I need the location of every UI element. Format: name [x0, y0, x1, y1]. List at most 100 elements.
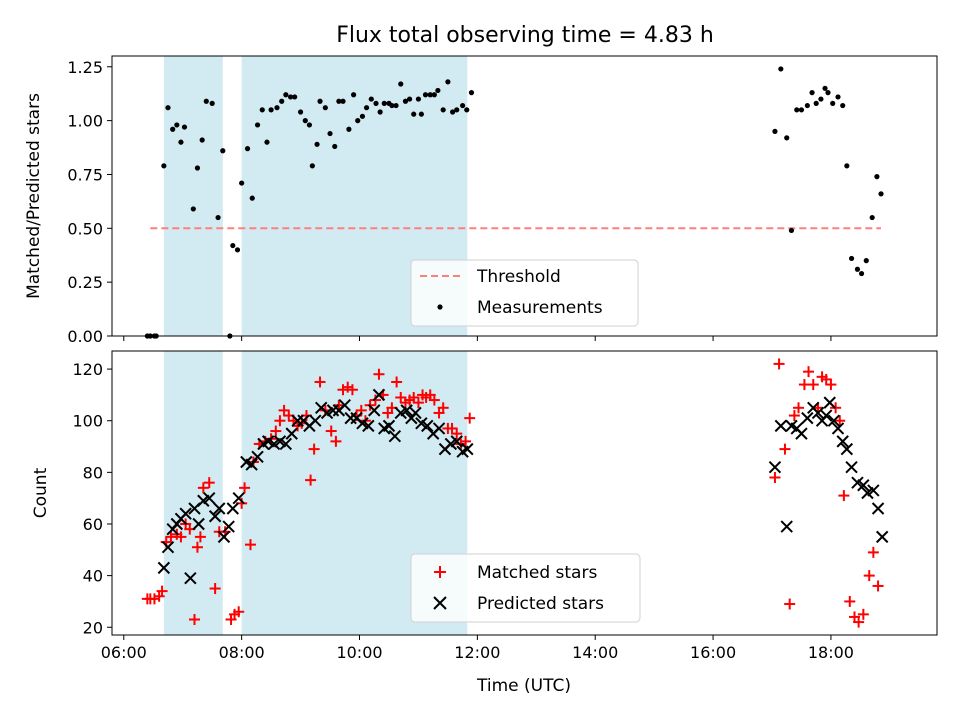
top-y-tick-label: 0.25	[67, 273, 103, 292]
top-y-tick-label: 1.00	[67, 112, 103, 131]
matched-star-point	[863, 570, 875, 582]
matched-star-point	[244, 539, 256, 551]
measurement-point	[297, 109, 304, 115]
top-x-ticks	[123, 336, 832, 341]
bot-y-tick-label: 80	[83, 463, 103, 482]
measurement-point	[292, 94, 298, 100]
predicted-star-point	[836, 435, 849, 448]
measurement-point	[809, 90, 815, 96]
measurement-point	[798, 107, 805, 113]
measurement-point	[174, 122, 180, 128]
measurement-point	[259, 107, 265, 113]
top-y-tick-label: 1.25	[67, 58, 103, 77]
predicted-star-point	[450, 435, 463, 448]
legend-predicted-label: Predicted stars	[477, 594, 604, 614]
measurement-point	[239, 180, 245, 186]
predicted-star-point	[400, 404, 413, 417]
measurement-point	[264, 139, 270, 145]
bottom-legend: Matched stars Predicted stars	[410, 553, 641, 623]
measurement-point	[170, 126, 176, 132]
matched-star-point	[395, 391, 407, 403]
matched-star-point	[233, 606, 245, 618]
x-tick-label: 06:00	[101, 643, 147, 662]
matched-star-point	[773, 358, 785, 370]
top-y-axis-label: Matched/Predicted stars	[24, 93, 44, 299]
measurement-point	[858, 270, 865, 277]
measurement-point	[772, 128, 778, 134]
predicted-star-point	[857, 479, 870, 492]
top-legend-box	[410, 259, 639, 327]
predicted-star-point	[823, 396, 836, 409]
predicted-star-point	[362, 419, 375, 433]
predicted-star-point	[184, 571, 197, 585]
measurement-point	[813, 100, 819, 106]
predicted-star-point	[222, 520, 235, 533]
measurement-point	[415, 96, 422, 102]
top-y-tick-label: 0.50	[67, 219, 103, 238]
measurement-point	[302, 118, 308, 124]
measurement-point	[874, 174, 880, 180]
matched-star-point	[857, 608, 869, 620]
measurement-point	[848, 255, 855, 262]
matched-star-point	[239, 482, 251, 494]
bottom-panel: 06:00 08:00 10:00 12:00 14:00 16:00 18:00 20 40…	[31, 350, 938, 696]
bot-y-tick-label: 100	[72, 412, 103, 431]
measurement-point	[309, 163, 315, 169]
predicted-star-point	[372, 388, 386, 402]
matched-star-point	[278, 404, 290, 416]
bottom-matched-series	[141, 358, 884, 628]
predicted-star-point	[831, 422, 845, 435]
matched-star-point	[175, 531, 187, 543]
measurement-point	[840, 102, 846, 109]
x-tick-label: 10:00	[336, 643, 382, 662]
measurement-point	[398, 81, 404, 87]
matched-star-point	[191, 541, 203, 553]
predicted-star-point	[820, 409, 833, 422]
predicted-star-point	[157, 561, 171, 575]
predicted-star-point	[368, 404, 381, 417]
measurement-point	[161, 163, 167, 169]
measurement-point	[359, 113, 366, 119]
matched-star-point	[872, 580, 884, 592]
measurement-point	[427, 92, 433, 98]
measurement-point	[830, 100, 836, 106]
measurement-point	[355, 118, 361, 124]
matched-star-point	[270, 425, 282, 437]
measurement-point	[373, 100, 379, 106]
bottom-y-axis-label: Count	[31, 467, 51, 518]
top-y-tick-label: 0.00	[67, 327, 103, 346]
measurement-point	[778, 66, 784, 72]
legend-matched-swatch	[434, 566, 446, 578]
matched-star-point	[391, 376, 403, 388]
predicted-star-point	[344, 411, 357, 425]
predicted-star-point	[382, 419, 396, 433]
legend-predicted-swatch	[433, 596, 447, 610]
matched-star-point	[369, 394, 381, 406]
measurement-point	[203, 98, 209, 104]
matched-star-point	[333, 399, 345, 411]
predicted-star-point	[217, 530, 231, 544]
measurement-point	[268, 107, 274, 113]
legend-threshold-label: Threshold	[476, 267, 561, 287]
measurement-point	[411, 111, 417, 117]
predicted-star-point	[251, 450, 264, 464]
measurement-point	[199, 137, 205, 143]
matched-star-point	[342, 381, 354, 393]
measurement-point	[804, 102, 810, 109]
measurement-point	[332, 143, 338, 150]
predicted-star-point	[827, 414, 841, 427]
bottom-axes-frame	[111, 350, 938, 636]
measurement-point	[190, 206, 196, 212]
bot-y-tick-label: 20	[83, 618, 103, 637]
measurement-point	[254, 122, 261, 128]
matched-star-point	[408, 391, 420, 403]
matched-star-point	[337, 384, 349, 396]
measurement-point	[368, 96, 374, 102]
top-axes-frame	[111, 55, 938, 337]
matched-star-point	[803, 366, 815, 378]
predicted-star-point	[388, 429, 402, 443]
measurement-point	[377, 109, 383, 115]
predicted-star-point	[279, 437, 293, 451]
measurement-point	[393, 102, 399, 109]
